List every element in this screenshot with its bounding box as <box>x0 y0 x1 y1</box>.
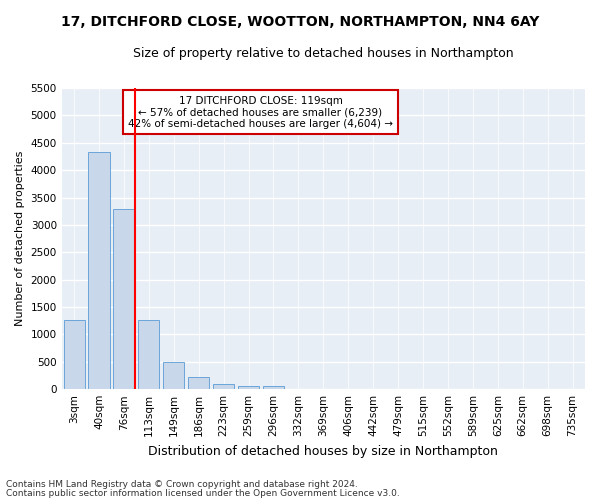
X-axis label: Distribution of detached houses by size in Northampton: Distribution of detached houses by size … <box>148 444 498 458</box>
Text: Contains HM Land Registry data © Crown copyright and database right 2024.: Contains HM Land Registry data © Crown c… <box>6 480 358 489</box>
Bar <box>64 320 85 389</box>
Bar <box>113 208 134 389</box>
Text: 17, DITCHFORD CLOSE, WOOTTON, NORTHAMPTON, NN4 6AY: 17, DITCHFORD CLOSE, WOOTTON, NORTHAMPTO… <box>61 15 539 29</box>
Bar <box>138 320 160 389</box>
Bar <box>213 384 234 389</box>
Bar <box>88 152 110 389</box>
Text: 17 DITCHFORD CLOSE: 119sqm
← 57% of detached houses are smaller (6,239)
42% of s: 17 DITCHFORD CLOSE: 119sqm ← 57% of deta… <box>128 96 393 129</box>
Bar <box>263 386 284 389</box>
Bar <box>238 386 259 389</box>
Title: Size of property relative to detached houses in Northampton: Size of property relative to detached ho… <box>133 48 514 60</box>
Text: Contains public sector information licensed under the Open Government Licence v3: Contains public sector information licen… <box>6 488 400 498</box>
Bar <box>188 378 209 389</box>
Bar <box>163 362 184 389</box>
Y-axis label: Number of detached properties: Number of detached properties <box>15 151 25 326</box>
